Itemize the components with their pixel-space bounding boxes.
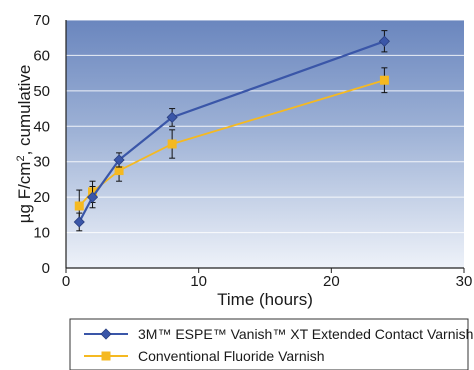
series-1-point-0: [75, 202, 84, 211]
y-tick-label-0: 0: [42, 260, 50, 277]
plot-area: [66, 20, 464, 268]
y-tick-label-3: 30: [33, 154, 50, 171]
x-tick-label-2: 20: [323, 273, 340, 290]
x-tick-label-0: 0: [62, 273, 70, 290]
legend: 3M™ ESPE™ Vanish™ XT Extended Contact Va…: [70, 319, 473, 370]
legend-swatch-marker-1: [102, 352, 111, 361]
y-tick-label-5: 50: [33, 83, 50, 100]
y-tick-label-7: 70: [33, 12, 50, 29]
y-tick-label-2: 20: [33, 189, 50, 206]
x-tick-label-1: 10: [190, 273, 207, 290]
y-tick-label-6: 60: [33, 47, 50, 64]
x-axis-label: Time (hours): [217, 290, 313, 309]
y-tick-label-1: 10: [33, 225, 50, 242]
y-tick-label-4: 40: [33, 118, 50, 135]
series-1-point-4: [380, 76, 389, 85]
x-tick-label-3: 30: [456, 273, 473, 290]
y-axis-label: µg F/cm2, cumulative: [15, 65, 34, 224]
legend-label-1: Conventional Fluoride Varnish: [138, 348, 325, 364]
legend-label-0: 3M™ ESPE™ Vanish™ XT Extended Contact Va…: [138, 326, 473, 342]
series-1-point-3: [168, 140, 177, 149]
chart-title: [Fluoride] (Cumulative): [95, 0, 380, 14]
